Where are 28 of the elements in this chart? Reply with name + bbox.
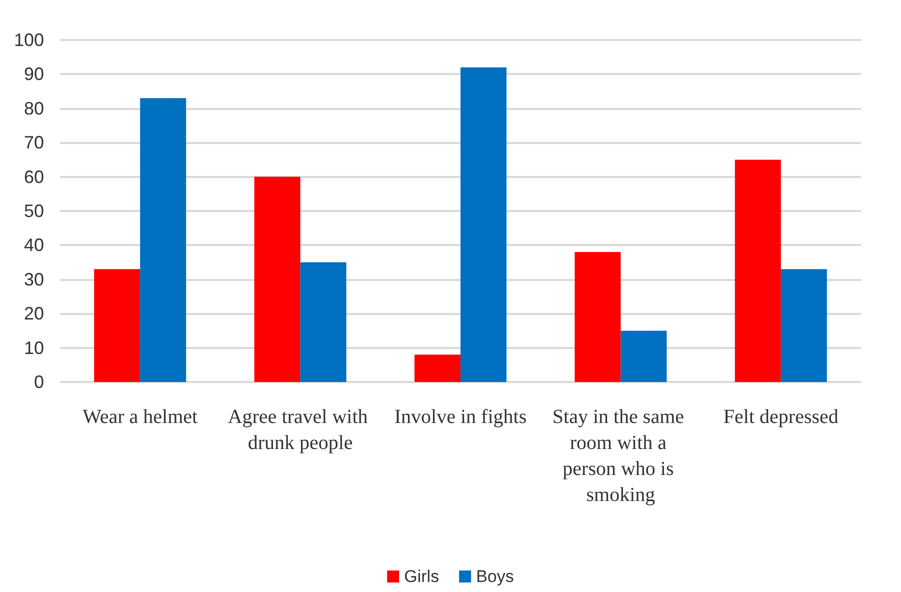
legend-label: Boys [476, 567, 514, 586]
y-tick-label: 100 [14, 30, 44, 50]
bar [140, 98, 186, 382]
bar [780, 269, 827, 382]
y-tick-label: 70 [24, 132, 44, 153]
y-tick-label: 10 [24, 338, 44, 358]
bar [414, 354, 460, 382]
bar [574, 252, 621, 382]
x-tick-label: Agree travel with drunk people [228, 406, 373, 454]
x-tick-label: Wear a helmet [82, 406, 198, 428]
bar [254, 176, 300, 382]
bar [620, 330, 667, 382]
bar [300, 262, 346, 382]
y-tick-label: 90 [24, 64, 44, 84]
bar [734, 160, 781, 382]
legend-label: Girls [404, 567, 440, 586]
y-tick-label: 0 [34, 372, 44, 392]
x-tick-label: Felt depressed [723, 406, 838, 428]
bar [94, 269, 140, 382]
y-tick-label: 30 [24, 269, 44, 290]
x-tick-label: Stay in the same room with a person who is smoking [552, 406, 690, 506]
y-tick-label: 80 [24, 98, 44, 118]
bar [460, 67, 506, 382]
y-tick-label: 20 [24, 304, 44, 324]
x-tick-label: Involve in fights [394, 406, 527, 428]
y-tick-label: 60 [24, 166, 44, 187]
y-tick-label: 50 [24, 201, 44, 221]
y-tick-label: 40 [24, 235, 44, 256]
